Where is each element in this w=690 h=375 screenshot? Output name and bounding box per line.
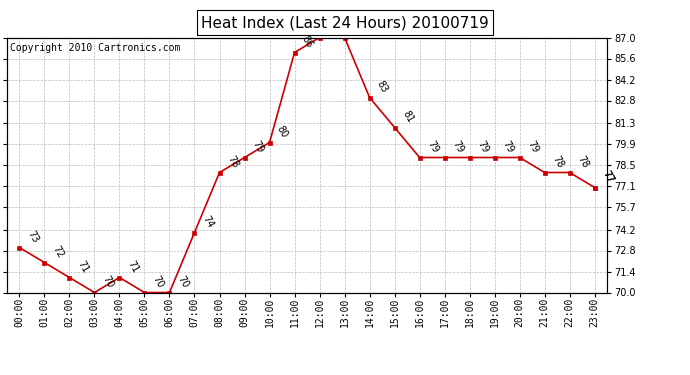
- Text: 78: 78: [575, 154, 590, 170]
- Text: 83: 83: [375, 79, 390, 95]
- Text: 70: 70: [175, 274, 190, 290]
- Text: 79: 79: [475, 139, 490, 155]
- Text: Heat Index (Last 24 Hours) 20100719: Heat Index (Last 24 Hours) 20100719: [201, 15, 489, 30]
- Text: 78: 78: [225, 154, 240, 170]
- Text: 71: 71: [75, 259, 90, 275]
- Text: Copyright 2010 Cartronics.com: Copyright 2010 Cartronics.com: [10, 43, 180, 52]
- Text: 79: 79: [525, 139, 540, 155]
- Text: 77: 77: [600, 169, 615, 185]
- Text: 86: 86: [300, 34, 315, 50]
- Text: 81: 81: [400, 109, 415, 125]
- Text: 79: 79: [500, 139, 515, 155]
- Text: 79: 79: [250, 139, 265, 155]
- Text: 80: 80: [275, 124, 290, 140]
- Text: 87: 87: [325, 19, 340, 35]
- Text: 74: 74: [200, 214, 215, 230]
- Text: 87: 87: [350, 19, 365, 35]
- Text: 79: 79: [450, 139, 465, 155]
- Text: 70: 70: [150, 274, 165, 290]
- Text: 71: 71: [125, 259, 140, 275]
- Text: 78: 78: [550, 154, 565, 170]
- Text: 79: 79: [425, 139, 440, 155]
- Text: 73: 73: [25, 229, 40, 245]
- Text: 77: 77: [600, 169, 615, 185]
- Text: 72: 72: [50, 244, 65, 260]
- Text: 70: 70: [100, 274, 115, 290]
